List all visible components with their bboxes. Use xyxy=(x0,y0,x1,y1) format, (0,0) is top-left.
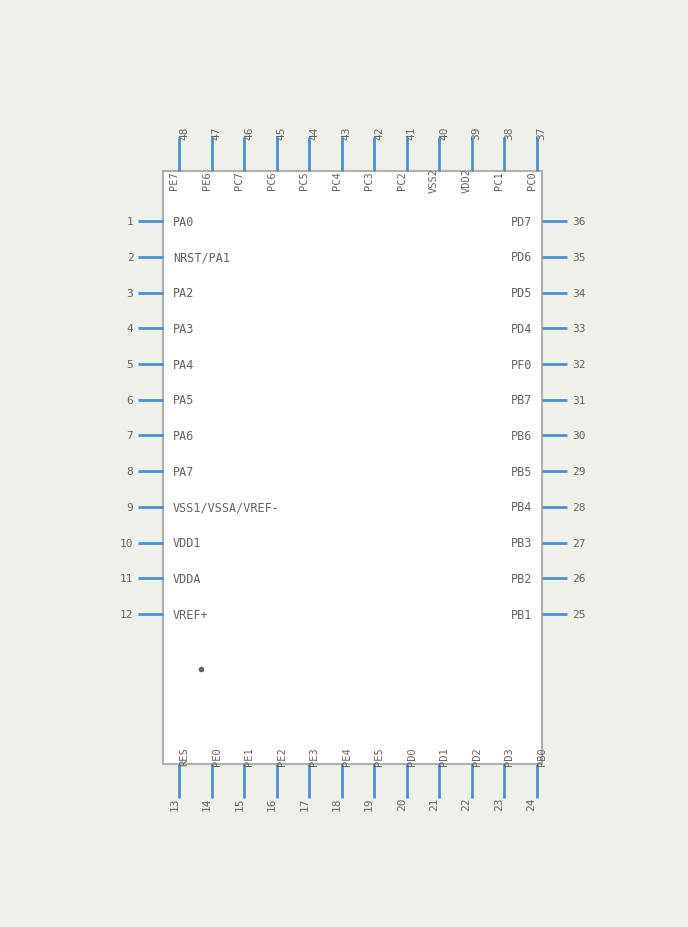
Text: 37: 37 xyxy=(537,127,546,140)
Text: 12: 12 xyxy=(120,609,133,619)
Text: 6: 6 xyxy=(127,395,133,405)
Text: 35: 35 xyxy=(572,252,585,262)
Text: PC0: PC0 xyxy=(526,171,537,190)
Text: PD3: PD3 xyxy=(504,746,514,765)
Text: 19: 19 xyxy=(364,796,374,809)
Text: 43: 43 xyxy=(342,127,352,140)
Text: VDD1: VDD1 xyxy=(173,537,202,550)
Text: 39: 39 xyxy=(471,127,482,140)
Text: 3: 3 xyxy=(127,288,133,298)
Text: 9: 9 xyxy=(127,502,133,513)
Text: 22: 22 xyxy=(462,796,471,809)
Text: 7: 7 xyxy=(127,431,133,441)
Text: PD6: PD6 xyxy=(511,251,533,264)
Text: 40: 40 xyxy=(439,127,449,140)
Text: 34: 34 xyxy=(572,288,585,298)
Text: 36: 36 xyxy=(572,217,585,227)
Text: PC3: PC3 xyxy=(364,171,374,190)
Text: 33: 33 xyxy=(572,324,585,334)
Text: PE6: PE6 xyxy=(202,171,212,190)
Text: 29: 29 xyxy=(572,466,585,476)
Text: PE5: PE5 xyxy=(374,746,384,765)
Text: PE1: PE1 xyxy=(244,746,255,765)
Text: 44: 44 xyxy=(309,127,319,140)
Text: PF0: PF0 xyxy=(511,358,533,371)
Text: 31: 31 xyxy=(572,395,585,405)
Text: 10: 10 xyxy=(120,538,133,548)
Text: PA3: PA3 xyxy=(173,323,194,336)
Text: PC1: PC1 xyxy=(494,171,504,190)
Text: 5: 5 xyxy=(127,360,133,370)
Text: 13: 13 xyxy=(169,796,180,809)
Text: 14: 14 xyxy=(202,796,212,809)
Text: 17: 17 xyxy=(299,796,309,809)
Text: PE7: PE7 xyxy=(169,171,180,190)
Text: 41: 41 xyxy=(407,127,417,140)
Text: PB3: PB3 xyxy=(511,537,533,550)
Text: 11: 11 xyxy=(120,574,133,584)
Text: PA6: PA6 xyxy=(173,429,194,442)
Text: PB2: PB2 xyxy=(511,572,533,585)
Text: 42: 42 xyxy=(374,127,384,140)
Text: PD1: PD1 xyxy=(439,746,449,765)
Text: 16: 16 xyxy=(267,796,277,809)
Text: 25: 25 xyxy=(572,609,585,619)
Text: VREF+: VREF+ xyxy=(173,608,208,621)
Text: VSS1/VSSA/VREF-: VSS1/VSSA/VREF- xyxy=(173,501,280,514)
Text: 28: 28 xyxy=(572,502,585,513)
Text: PB5: PB5 xyxy=(511,465,533,478)
Text: PC6: PC6 xyxy=(267,171,277,190)
Text: 32: 32 xyxy=(572,360,585,370)
Text: 15: 15 xyxy=(234,796,244,809)
Text: 26: 26 xyxy=(572,574,585,584)
Text: 18: 18 xyxy=(332,796,342,809)
Text: 20: 20 xyxy=(397,796,407,809)
Text: PE2: PE2 xyxy=(277,746,287,765)
Text: 47: 47 xyxy=(212,127,222,140)
Text: PD0: PD0 xyxy=(407,746,417,765)
Text: PD4: PD4 xyxy=(511,323,533,336)
Text: PD7: PD7 xyxy=(511,215,533,228)
Text: PB6: PB6 xyxy=(511,429,533,442)
Text: 1: 1 xyxy=(127,217,133,227)
Text: 27: 27 xyxy=(572,538,585,548)
Text: VSS2: VSS2 xyxy=(429,168,439,193)
Text: NRST/PA1: NRST/PA1 xyxy=(173,251,230,264)
Text: 21: 21 xyxy=(429,796,439,809)
Text: PC2: PC2 xyxy=(397,171,407,190)
Text: 46: 46 xyxy=(244,127,255,140)
Text: PC7: PC7 xyxy=(234,171,244,190)
Text: PD5: PD5 xyxy=(511,286,533,299)
Text: PC4: PC4 xyxy=(332,171,342,190)
Text: VDDA: VDDA xyxy=(173,572,202,585)
Text: PB0: PB0 xyxy=(537,746,546,765)
Text: 30: 30 xyxy=(572,431,585,441)
Bar xyxy=(163,171,542,765)
Text: 23: 23 xyxy=(494,796,504,809)
Text: 8: 8 xyxy=(127,466,133,476)
Text: PA4: PA4 xyxy=(173,358,194,371)
Text: 38: 38 xyxy=(504,127,514,140)
Text: PB7: PB7 xyxy=(511,394,533,407)
Text: PA5: PA5 xyxy=(173,394,194,407)
Text: PB4: PB4 xyxy=(511,501,533,514)
Text: PC5: PC5 xyxy=(299,171,309,190)
Text: PB1: PB1 xyxy=(511,608,533,621)
Text: 24: 24 xyxy=(526,796,537,809)
Text: 45: 45 xyxy=(277,127,287,140)
Text: 4: 4 xyxy=(127,324,133,334)
Text: 2: 2 xyxy=(127,252,133,262)
Text: PA0: PA0 xyxy=(173,215,194,228)
Text: 48: 48 xyxy=(180,127,189,140)
Text: RES: RES xyxy=(180,746,189,765)
Text: PE4: PE4 xyxy=(342,746,352,765)
Text: PE0: PE0 xyxy=(212,746,222,765)
Text: VDD2: VDD2 xyxy=(462,168,471,193)
Text: PA7: PA7 xyxy=(173,465,194,478)
Text: PD2: PD2 xyxy=(471,746,482,765)
Text: PE3: PE3 xyxy=(309,746,319,765)
Text: PA2: PA2 xyxy=(173,286,194,299)
